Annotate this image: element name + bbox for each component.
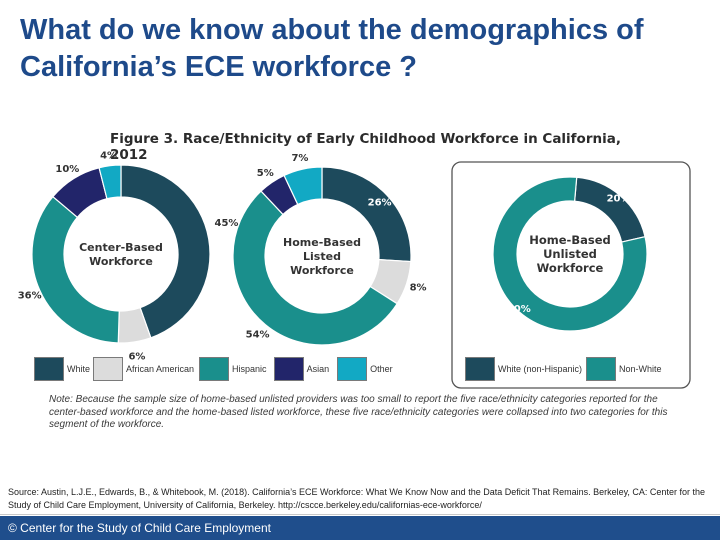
- legend-swatch: [199, 357, 230, 381]
- legend-label: African American: [126, 364, 195, 374]
- legend-item: White (non-Hispanic): [465, 357, 582, 381]
- data-label: 20%: [607, 194, 631, 205]
- legend-swatch: [93, 357, 124, 381]
- slice-other: [283, 166, 323, 206]
- data-label: 4%: [100, 150, 117, 161]
- slice-other: [98, 164, 122, 200]
- legend-item: Hispanic: [199, 357, 267, 381]
- data-label: 10%: [55, 164, 79, 175]
- figure-note: Note: Because the sample size of home-ba…: [49, 394, 668, 430]
- center-label: Center-Based: [79, 241, 163, 254]
- figure-title: Figure 3. Race/Ethnicity of Early Childh…: [110, 131, 621, 163]
- data-label: 5%: [257, 168, 274, 179]
- legend-label: Non-White: [619, 364, 662, 374]
- legend-swatch: [337, 357, 368, 381]
- center-label: Listed: [303, 250, 341, 263]
- legend-swatch: [273, 357, 304, 381]
- legend-label: White: [67, 364, 91, 374]
- legend-label: Hispanic: [232, 364, 267, 374]
- center-label: Home-Based: [283, 236, 361, 249]
- footer-bar: © Center for the Study of Child Care Emp…: [0, 516, 720, 540]
- data-label: 54%: [246, 329, 270, 340]
- slice-hispanic: [31, 195, 120, 344]
- data-label: 45%: [215, 218, 239, 229]
- legend-five-categories: White African American Hispanic Asian Other: [34, 357, 393, 381]
- footer-copyright: © Center for the Study of Child Care Emp…: [8, 521, 271, 535]
- legend-swatch: [465, 357, 495, 381]
- legend-item: Non-White: [586, 357, 662, 381]
- center-label: Workforce: [89, 255, 153, 268]
- legend-label: Other: [370, 364, 393, 374]
- slice-white: [120, 164, 211, 339]
- legend-two-categories: White (non-Hispanic) Non-White: [465, 357, 662, 381]
- legend-item: White: [34, 357, 90, 381]
- source-citation: Source: Austin, L.J.E., Edwards, B., & W…: [8, 487, 705, 510]
- unlisted-panel-border: [451, 161, 691, 389]
- slice-hispanic: [232, 190, 398, 346]
- slide-title: What do we know about the demographics o…: [20, 14, 644, 83]
- center-label: Unlisted: [543, 247, 597, 261]
- data-label: 7%: [291, 153, 308, 164]
- legend-label: White (non-Hispanic): [498, 364, 583, 374]
- legend-item: Other: [337, 357, 393, 381]
- slice-non-white: [492, 176, 648, 332]
- data-label: 26%: [368, 197, 392, 208]
- legend-swatch: [586, 357, 617, 381]
- legend-swatch: [34, 357, 64, 381]
- data-label: 6%: [128, 351, 145, 362]
- center-label: Workforce: [537, 261, 604, 275]
- data-label: 36%: [18, 290, 42, 301]
- legend-item: Asian: [273, 357, 330, 381]
- center-label: Home-Based: [529, 233, 610, 247]
- footer-divider: [0, 514, 720, 515]
- legend-item: African American: [93, 357, 194, 381]
- legend-label: Asian: [306, 364, 330, 374]
- data-label: 80%: [507, 304, 531, 315]
- data-label: 8%: [410, 283, 427, 294]
- center-label: Workforce: [290, 264, 354, 277]
